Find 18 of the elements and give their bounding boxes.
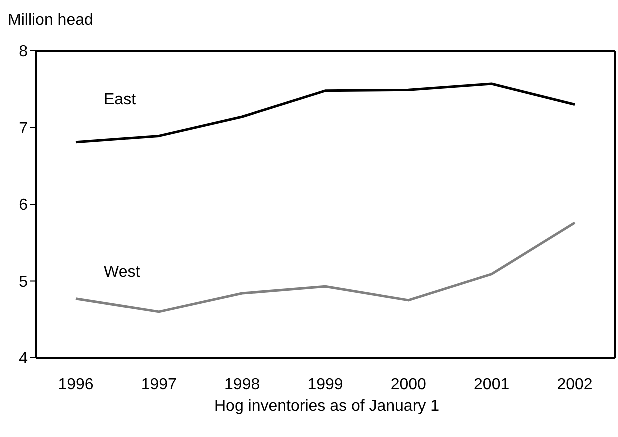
y-tick-label: 6 bbox=[19, 197, 28, 214]
x-tick-label: 2000 bbox=[390, 376, 427, 394]
y-axis-title: Million head bbox=[8, 12, 94, 30]
x-tick-label: 1996 bbox=[58, 376, 94, 394]
series-label: West bbox=[104, 264, 141, 281]
x-tick-label: 1998 bbox=[224, 376, 260, 394]
line-series bbox=[74, 222, 576, 314]
x-tick-label: 2001 bbox=[474, 376, 510, 394]
x-tick-label: 2002 bbox=[557, 376, 593, 394]
x-tick-label: 1999 bbox=[308, 376, 344, 394]
y-tick-label: 5 bbox=[19, 274, 28, 291]
line-series bbox=[74, 82, 576, 144]
y-tick-label: 7 bbox=[19, 120, 28, 138]
series-label: East bbox=[104, 91, 137, 108]
x-tick-label: 1997 bbox=[141, 376, 178, 394]
y-tick-label: 4 bbox=[19, 350, 28, 368]
x-axis-title: Hog inventories as of January 1 bbox=[213, 398, 440, 416]
y-tick-label: 8 bbox=[19, 44, 28, 61]
